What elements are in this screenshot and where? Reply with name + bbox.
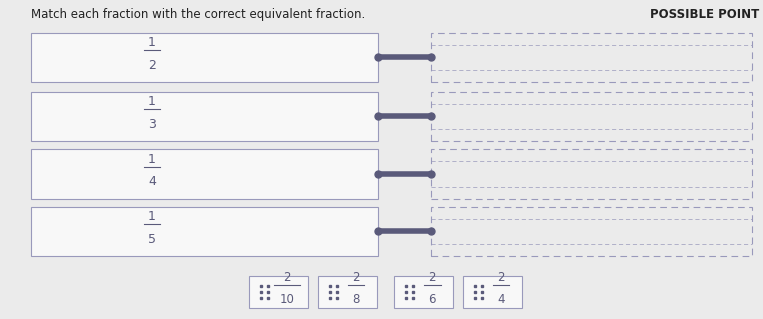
Text: 2: 2 [148,59,156,72]
Text: 2: 2 [497,271,504,284]
Bar [318,276,377,308]
Bar [31,207,378,256]
Text: 1: 1 [148,210,156,223]
Text: POSSIBLE POINT: POSSIBLE POINT [650,8,759,21]
Bar [431,207,752,256]
Text: 4: 4 [497,293,504,307]
Text: 1: 1 [148,153,156,166]
Bar [394,276,453,308]
Bar [249,276,308,308]
Text: 5: 5 [148,233,156,246]
Text: 6: 6 [429,293,436,307]
Text: 2: 2 [429,271,436,284]
Text: 1: 1 [148,36,156,49]
Text: 4: 4 [148,175,156,189]
Bar [462,276,522,308]
Text: 1: 1 [148,95,156,108]
Bar [31,149,378,198]
Bar [431,33,752,82]
Text: 2: 2 [353,271,359,284]
Bar [431,92,752,141]
Text: Match each fraction with the correct equivalent fraction.: Match each fraction with the correct equ… [31,8,365,21]
Bar [31,33,378,82]
Text: 8: 8 [353,293,359,307]
Text: 3: 3 [148,118,156,131]
Bar [431,149,752,198]
Text: 2: 2 [284,271,291,284]
Bar [31,92,378,141]
Text: 10: 10 [280,293,295,307]
